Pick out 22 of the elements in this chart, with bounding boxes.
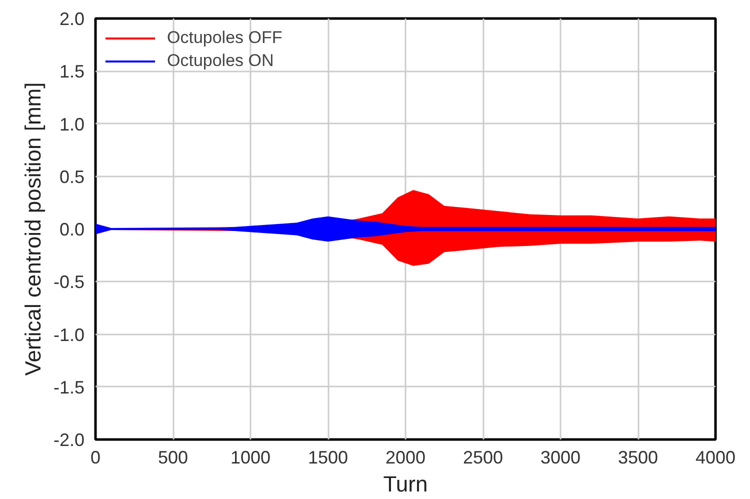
y-tick-label: 1.0: [59, 114, 85, 134]
x-tick-label: 4000: [695, 448, 736, 468]
x-tick-label: 2500: [462, 448, 504, 468]
y-axis-title: Vertical centroid position [mm]: [20, 82, 46, 376]
y-tick-label: -2.0: [53, 430, 85, 450]
y-tick-label: 0.0: [59, 220, 85, 240]
legend-label: Octupoles OFF: [167, 28, 282, 48]
y-tick-label: -0.5: [53, 272, 85, 292]
x-tick-label: 1500: [308, 448, 348, 468]
x-tick-label: 500: [158, 448, 188, 468]
legend-label: Octupoles ON: [167, 51, 274, 71]
x-tick-label: 0: [90, 448, 101, 468]
y-tick-label: -1.5: [53, 377, 85, 398]
y-tick-label: 1.5: [59, 62, 85, 82]
x-axis-title: Turn: [383, 472, 428, 496]
y-tick-label: -1.0: [53, 324, 85, 345]
x-tick-label: 2000: [385, 448, 426, 468]
x-tick-label: 3500: [618, 448, 658, 468]
x-tick-label: 1000: [230, 448, 271, 468]
y-tick-label: 0.5: [59, 166, 85, 187]
y-tick-label: 2.0: [59, 9, 85, 29]
x-tick-label: 3000: [540, 448, 581, 468]
